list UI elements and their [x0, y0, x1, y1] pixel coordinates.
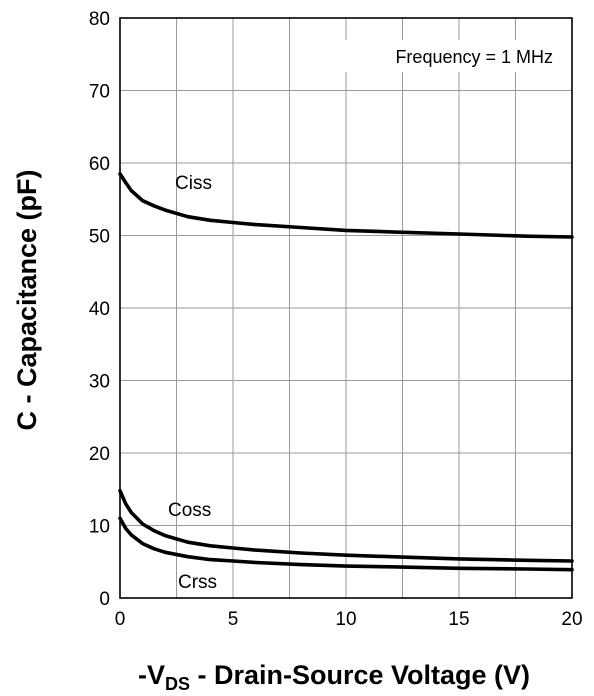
grid-lines [120, 18, 572, 598]
frequency-annotation: Frequency = 1 MHz [395, 47, 553, 67]
series-label-coss: Coss [168, 500, 211, 521]
y-tick-label: 0 [99, 589, 110, 610]
plot-frame [119, 17, 573, 599]
x-axis-title-prefix: -V [138, 660, 165, 690]
series-labels: Ciss Coss Crss [168, 173, 217, 593]
y-tick-label: 80 [89, 9, 110, 30]
y-tick-labels: 0 10 20 30 40 50 60 70 80 [89, 9, 110, 610]
series-line-crss [118, 516, 574, 572]
series-label-crss: Crss [178, 572, 217, 593]
x-tick-label: 0 [115, 609, 126, 630]
y-tick-label: 60 [89, 154, 110, 175]
y-tick-label: 40 [89, 299, 110, 320]
x-tick-label: 20 [561, 609, 582, 630]
y-tick-label: 50 [89, 227, 110, 248]
series-label-ciss: Ciss [175, 173, 212, 194]
x-axis-title-subscript: DS [165, 674, 190, 694]
series-line-ciss [118, 172, 574, 239]
y-tick-label: 70 [89, 82, 110, 103]
annotation-group: Frequency = 1 MHz [337, 40, 561, 72]
x-tick-labels: 0 5 10 15 20 [115, 609, 583, 630]
y-tick-label: 20 [89, 444, 110, 465]
y-tick-label: 10 [89, 517, 110, 538]
x-tick-label: 15 [448, 609, 469, 630]
annotation-background [337, 40, 561, 72]
series-lines [118, 172, 574, 572]
x-axis-title-rest: - Drain-Source Voltage (V) [190, 660, 530, 690]
x-tick-label: 5 [228, 609, 239, 630]
series-line-coss [118, 488, 574, 563]
y-tick-label: 30 [89, 372, 110, 393]
x-axis-title: -VDS - Drain-Source Voltage (V) [138, 660, 530, 694]
y-axis-title: C - Capacitance (pF) [12, 169, 42, 430]
x-tick-label: 10 [335, 609, 356, 630]
